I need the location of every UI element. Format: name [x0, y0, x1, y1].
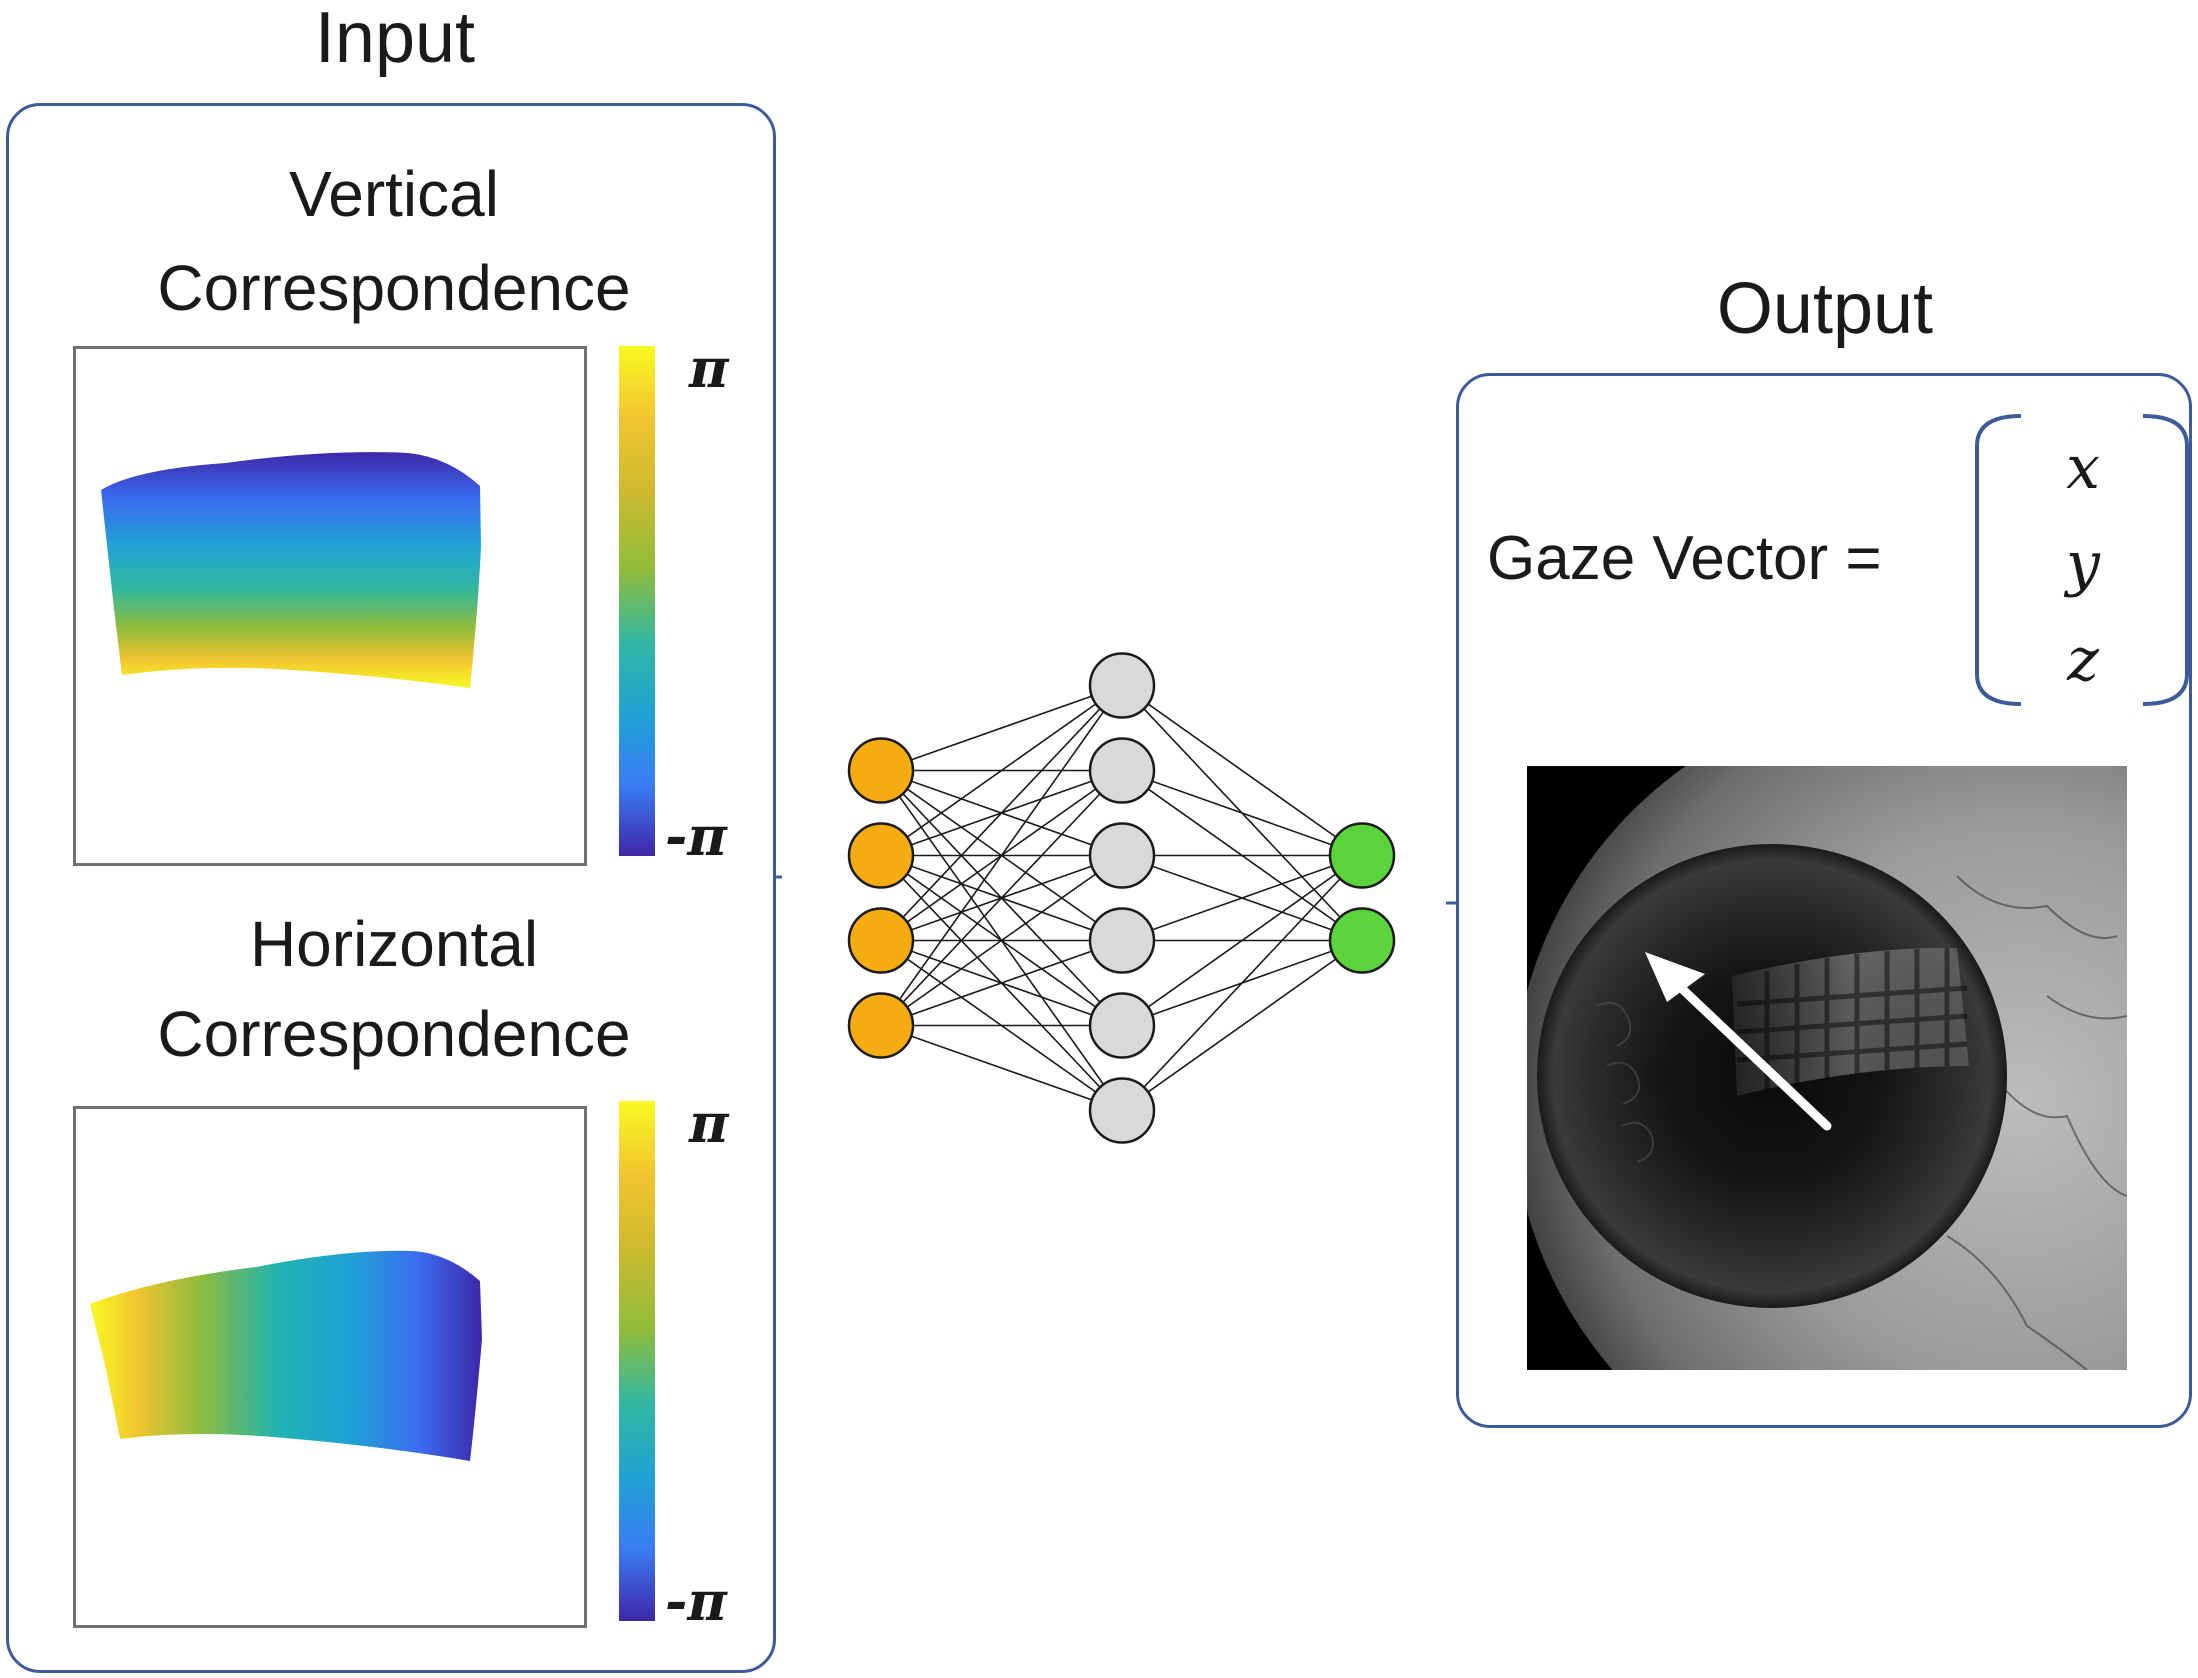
horizontal-heading-line1: Horizontal — [249, 908, 539, 980]
input-node-2 — [847, 822, 915, 889]
connection-input-4-to-hidden-1 — [880, 685, 1123, 1026]
hidden-node-1 — [1088, 652, 1156, 719]
connection-hidden-1-to-output-1 — [1121, 684, 1363, 857]
horizontal-correspondence-map — [90, 1250, 482, 1461]
connection-input-4-to-hidden-3 — [880, 854, 1123, 1027]
gaze-vector-label: Gaze Vector = — [1487, 524, 1882, 593]
vector-y: y — [2066, 529, 2100, 599]
output-node-2 — [1328, 907, 1396, 974]
vertical-correspondence-plot — [73, 346, 587, 866]
vector-z: z — [2067, 625, 2099, 695]
connection-hidden-6-to-output-1 — [1121, 854, 1363, 1112]
vertical-colorbar — [619, 346, 655, 856]
output-panel: Gaze Vector = x y z — [1456, 373, 2192, 1428]
vertical-correspondence-map — [101, 452, 481, 688]
connection-input-4-to-hidden-2 — [880, 769, 1123, 1027]
output-title: Output — [1716, 269, 1934, 349]
connection-input-1-to-hidden-1 — [880, 684, 1123, 772]
horizontal-correspondence-plot — [73, 1106, 587, 1628]
vertical-heading-line2: Correspondence — [157, 252, 631, 324]
input-title: Input — [314, 0, 476, 78]
input-node-1 — [847, 737, 915, 804]
horizontal-scale-min: -π — [665, 1569, 727, 1633]
connection-hidden-4-to-output-1 — [1121, 854, 1363, 942]
input-node-3 — [847, 907, 915, 974]
hidden-node-4 — [1088, 907, 1156, 974]
vertical-scale-max: π — [689, 336, 729, 400]
connection-input-4-to-hidden-4 — [880, 939, 1123, 1027]
hidden-node-2 — [1088, 737, 1156, 804]
hidden-node-6 — [1088, 1077, 1156, 1144]
horizontal-colorbar — [619, 1101, 655, 1621]
gaze-arrow — [1672, 979, 1832, 1131]
connection-input-3-to-hidden-1 — [880, 684, 1123, 942]
vector-x: x — [2066, 433, 2100, 503]
connection-hidden-6-to-output-2 — [1121, 939, 1363, 1112]
vertical-heading-line1: Vertical — [289, 158, 499, 230]
input-node-4 — [847, 992, 915, 1059]
horizontal-heading-line2: Correspondence — [157, 998, 631, 1070]
horizontal-scale-max: π — [689, 1091, 729, 1155]
hidden-node-3 — [1088, 822, 1156, 889]
input-panel: Vertical Correspondence π -π Horizontal … — [6, 103, 776, 1673]
vector-brackets — [1975, 414, 2189, 706]
vertical-scale-min: -π — [665, 804, 727, 868]
eye-image — [1527, 766, 2127, 1370]
connection-hidden-5-to-output-1 — [1121, 854, 1363, 1027]
output-node-1 — [1328, 822, 1396, 889]
connection-hidden-2-to-output-1 — [1121, 769, 1363, 857]
connection-input-2-to-hidden-1 — [880, 684, 1123, 857]
gaze-arrowhead — [1645, 952, 1705, 1002]
hidden-node-5 — [1088, 992, 1156, 1059]
connection-input-4-to-hidden-6 — [880, 1024, 1123, 1112]
